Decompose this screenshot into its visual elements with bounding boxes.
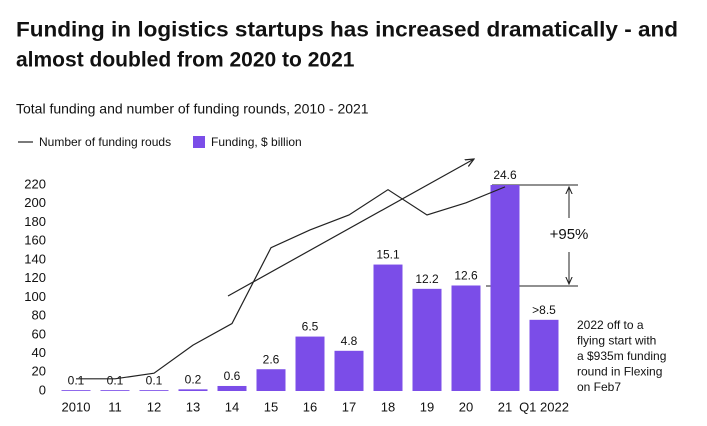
legend-label: Funding, $ billion	[211, 135, 302, 149]
data-label: 12.2	[415, 272, 439, 286]
data-label: 6.5	[302, 320, 319, 334]
bar	[61, 390, 91, 391]
data-label: 0.6	[224, 369, 241, 383]
x-tick-label: 20	[459, 399, 473, 414]
y-tick-label: 100	[24, 289, 46, 304]
x-tick-label: 19	[420, 399, 434, 414]
data-label: 0.1	[68, 373, 85, 387]
data-label: 2.6	[263, 352, 280, 366]
y-tick-label: 120	[24, 270, 46, 285]
y-tick-label: 60	[32, 326, 46, 341]
x-tick-label: 12	[147, 399, 161, 414]
x-tick-label: 21	[498, 399, 512, 414]
annotation-note: 2022 off to a	[577, 318, 644, 332]
data-label: 0.1	[146, 373, 163, 387]
x-tick-label: 18	[381, 399, 395, 414]
data-label: 4.8	[341, 334, 358, 348]
x-tick-label: 17	[342, 399, 356, 414]
bar	[256, 369, 286, 391]
x-tick-label: 2010	[62, 399, 91, 414]
bar	[490, 185, 520, 391]
data-label: >8.5	[532, 303, 556, 317]
bar	[529, 319, 559, 391]
bar	[100, 390, 130, 391]
data-label: 24.6	[493, 168, 517, 182]
y-tick-label: 140	[24, 251, 46, 266]
y-tick-label: 80	[32, 308, 46, 323]
trend-arrow	[227, 159, 474, 297]
data-label: 15.1	[376, 248, 400, 262]
bar	[139, 390, 169, 391]
x-tick-label: 14	[225, 399, 239, 414]
y-tick-label: 220	[24, 176, 46, 191]
annotation-note: round in Flexing	[577, 365, 662, 379]
annotation-note: on Feb7	[577, 380, 621, 394]
data-label: 12.6	[454, 269, 478, 283]
chart-title: almost doubled from 2020 to 2021	[16, 49, 355, 72]
legend-label: Number of funding rouds	[39, 135, 171, 149]
bar	[178, 389, 208, 391]
x-tick-label: Q1 2022	[519, 399, 569, 414]
data-label: 0.2	[185, 372, 202, 386]
data-label: 0.1	[107, 373, 124, 387]
x-tick-label: 15	[264, 399, 278, 414]
growth-label: +95%	[550, 226, 589, 243]
annotation-note: flying start with	[577, 334, 656, 348]
x-tick-label: 11	[108, 399, 122, 414]
y-tick-label: 160	[24, 233, 46, 248]
legend-swatch	[193, 136, 205, 148]
bar	[334, 350, 364, 391]
bar	[217, 385, 247, 391]
y-tick-label: 40	[32, 345, 46, 360]
bar	[412, 288, 442, 391]
bar	[295, 336, 325, 391]
x-tick-label: 13	[186, 399, 200, 414]
y-tick-label: 0	[39, 382, 46, 397]
chart-subtitle: Total funding and number of funding roun…	[16, 101, 369, 117]
y-tick-label: 180	[24, 214, 46, 229]
x-tick-label: 16	[303, 399, 317, 414]
y-tick-label: 20	[32, 364, 46, 379]
bar	[373, 264, 403, 391]
y-tick-label: 200	[24, 195, 46, 210]
annotation-note: a $935m funding	[577, 349, 666, 363]
line-series	[76, 186, 506, 380]
chart-title: Funding in logistics startups has increa…	[16, 19, 678, 42]
bar	[451, 285, 481, 391]
